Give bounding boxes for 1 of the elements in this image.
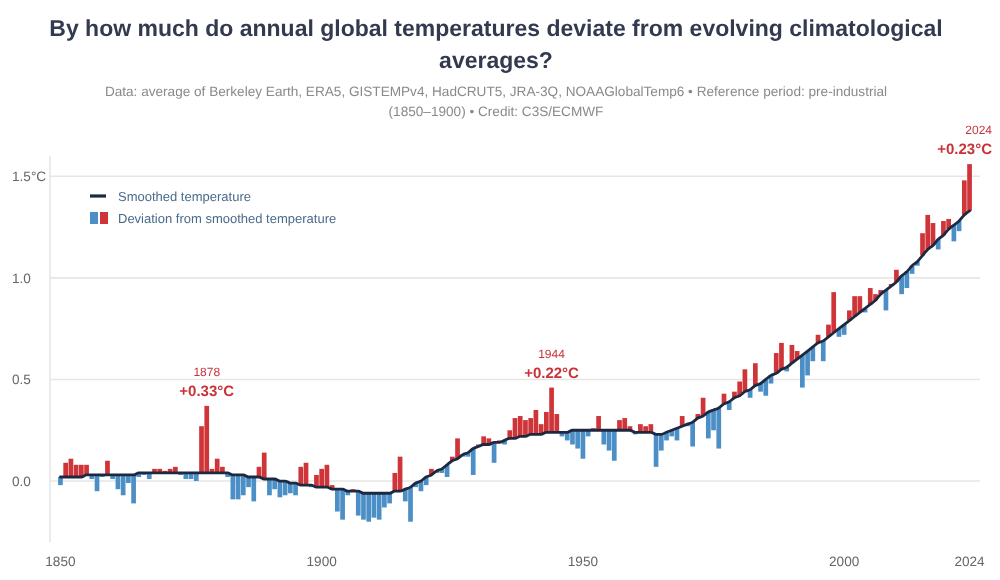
chart-title: By how much do annual global temperatures deviate from evolving climatological averages? <box>49 18 943 74</box>
